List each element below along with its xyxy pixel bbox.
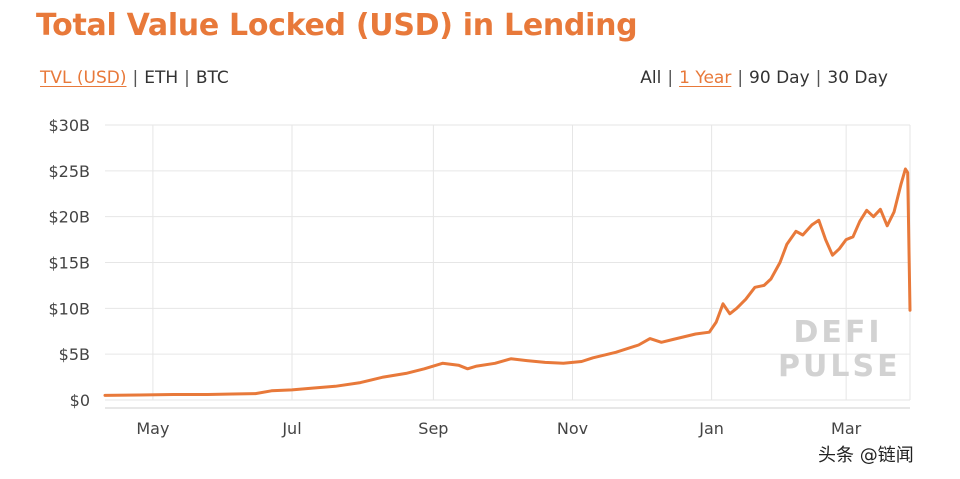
range-option-90-day[interactable]: 90 Day [749,68,810,88]
separator: | [667,68,674,88]
range-option-30-day[interactable]: 30 Day [827,68,888,88]
y-tick-label: $15B [48,254,90,273]
separator: | [132,68,139,88]
unit-option-eth[interactable]: ETH [144,68,179,88]
source-credit: 头条 @链闻 [818,445,914,466]
x-tick-label: Sep [418,419,448,438]
page-title: Total Value Locked (USD) in Lending [36,8,638,43]
unit-option-tvl-usd[interactable]: TVL (USD) [40,68,127,88]
tvl-series-line [103,167,912,397]
range-toggle: All | 1 Year | 90 Day | 30 Day [640,68,888,88]
x-tick-label: Mar [831,419,862,438]
y-tick-label: $30B [48,116,90,135]
separator: | [184,68,190,88]
unit-option-btc[interactable]: BTC [195,68,229,88]
defi-pulse-watermark: DEFI PULSE [778,316,898,384]
x-tick-label: Jul [281,419,301,438]
watermark-line-1: DEFI [793,315,883,350]
range-option-all[interactable]: All [640,68,662,88]
watermark-line-2: PULSE [778,349,901,384]
range-option-1-year[interactable]: 1 Year [679,68,732,88]
y-tick-label: $20B [48,208,90,227]
unit-toggle: TVL (USD) | ETH | BTC [40,68,229,88]
y-tick-label: $5B [59,345,90,364]
y-tick-label: $0 [70,391,90,410]
separator: | [815,68,822,88]
separator: | [737,68,744,88]
y-tick-label: $10B [48,299,90,318]
x-tick-label: May [136,419,169,438]
y-tick-label: $25B [48,162,90,181]
x-tick-label: Nov [557,419,588,438]
x-tick-label: Jan [698,419,724,438]
